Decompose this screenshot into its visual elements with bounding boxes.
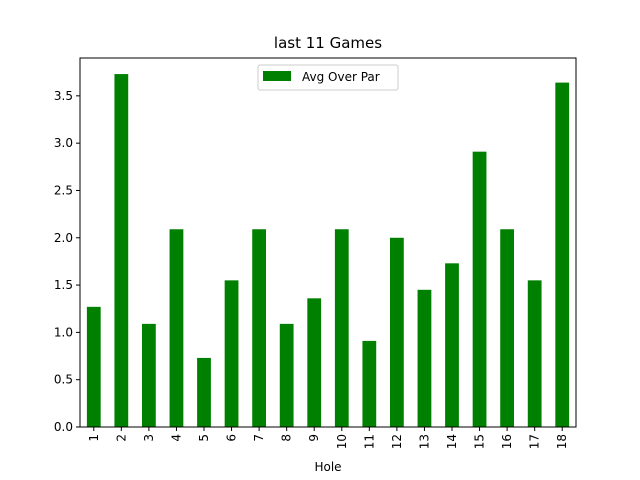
chart-title: last 11 Games [274, 34, 382, 52]
x-tick-label: 17 [528, 434, 542, 449]
bar-hole-14 [445, 263, 459, 427]
y-tick-label: 1.5 [54, 278, 73, 292]
x-tick-label: 16 [500, 434, 514, 449]
x-tick-label: 5 [197, 434, 211, 442]
bar-hole-7 [252, 229, 266, 427]
bar-hole-13 [417, 289, 432, 427]
bar-hole-17 [527, 280, 542, 427]
x-axis-label: Hole [314, 460, 341, 474]
legend-box [257, 64, 399, 91]
y-tick-label: 3.5 [54, 89, 73, 103]
y-tick-label: 1.0 [54, 325, 73, 339]
x-tick-label: 2 [114, 434, 128, 442]
bar-hole-4 [169, 229, 184, 427]
x-tick-label: 12 [390, 434, 404, 449]
plot-frame [79, 57, 577, 428]
y-tick-label: 2.0 [54, 231, 73, 245]
bar-hole-16 [500, 229, 514, 427]
y-axis: 0.0 0.5 1.0 1.5 2.0 2.5 3.0 3.5 [54, 89, 80, 434]
bar-hole-8 [279, 323, 294, 427]
bar-hole-9 [307, 298, 322, 427]
legend-label: Avg Over Par [302, 70, 380, 84]
y-tick-label: 0.5 [54, 373, 73, 387]
bar-hole-11 [362, 340, 377, 427]
x-axis: 1 2 3 4 5 6 7 8 9 10 11 12 13 14 15 16 17 18 [87, 427, 569, 449]
x-tick-label: 13 [417, 434, 431, 449]
x-tick-label: 9 [307, 434, 321, 442]
bar-hole-5 [197, 357, 211, 427]
x-tick-label: 7 [252, 434, 266, 442]
x-tick-label: 11 [362, 434, 376, 449]
x-tick-label: 3 [142, 434, 156, 442]
bar-hole-3 [142, 323, 156, 427]
legend-swatch [263, 71, 291, 81]
legend: Avg Over Par [257, 64, 399, 91]
bar-hole-10 [334, 229, 349, 427]
x-tick-label: 8 [280, 434, 294, 442]
x-tick-label: 14 [445, 434, 459, 449]
y-tick-label: 0.0 [54, 420, 73, 434]
x-tick-label: 10 [335, 434, 349, 449]
bar-hole-6 [224, 280, 239, 427]
bar-hole-18 [555, 82, 570, 427]
y-tick-label: 3.0 [54, 136, 73, 150]
bar-hole-1 [86, 306, 101, 427]
x-tick-label: 6 [225, 434, 239, 442]
x-tick-label: 4 [169, 434, 183, 442]
x-tick-label: 18 [555, 434, 569, 449]
bar-hole-15 [472, 151, 487, 428]
y-tick-label: 2.5 [54, 183, 73, 197]
bar-hole-12 [390, 237, 404, 427]
bars-group [86, 74, 570, 428]
x-tick-label: 1 [87, 434, 101, 442]
x-tick-label: 15 [473, 434, 487, 449]
bar-hole-2 [114, 74, 129, 427]
